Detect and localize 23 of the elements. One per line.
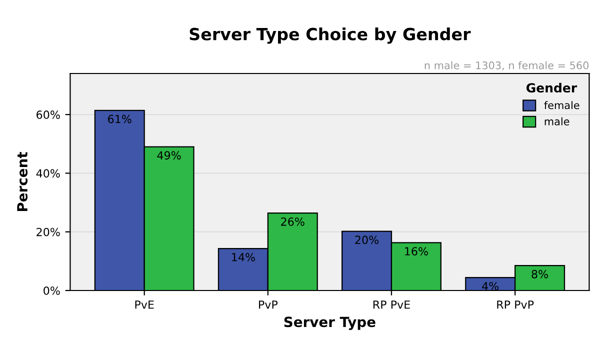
x-tick-label: PvP (259, 300, 278, 309)
data-label: 4% (482, 282, 499, 290)
data-label: 49% (157, 151, 181, 160)
data-label: 20% (355, 236, 379, 244)
x-tick-label: PvE (135, 300, 154, 309)
y-tick-label: 40% (36, 169, 60, 178)
data-label: 16% (405, 247, 428, 256)
legend-title: Gender (526, 82, 578, 93)
legend-label: female (544, 101, 580, 110)
chart-title: Server Type Choice by Gender (190, 28, 471, 44)
y-tick-label: 20% (36, 228, 60, 236)
data-label: 26% (281, 217, 304, 226)
data-label: 8% (532, 270, 548, 278)
data-label: 61% (108, 114, 132, 124)
x-tick-label: RP PvP (497, 300, 534, 309)
x-axis-title: Server Type (284, 316, 376, 330)
y-tick-label: 0% (44, 286, 60, 295)
x-tick-label: RP PvE (373, 300, 410, 309)
data-label: 14% (232, 252, 255, 262)
legend-label: male (544, 117, 570, 126)
y-tick-label: 60% (36, 110, 60, 119)
text: n male = 1303, n female = 560 (424, 61, 589, 70)
y-axis-title: Percent (17, 152, 28, 212)
